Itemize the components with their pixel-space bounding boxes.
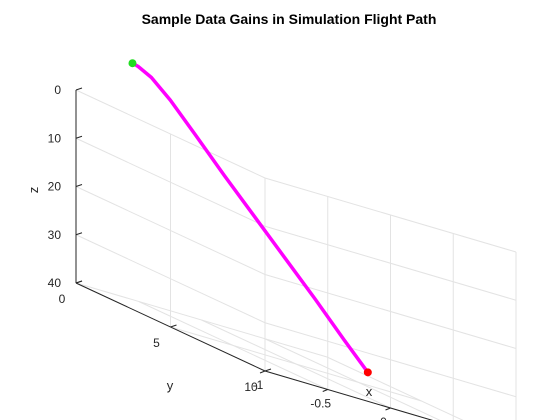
z-tick-label: 40 (48, 276, 62, 290)
y-tick-label: 10 (244, 380, 258, 394)
chart-title: Sample Data Gains in Simulation Flight P… (142, 11, 437, 27)
start-marker (128, 59, 137, 68)
grid-line-z (75, 89, 266, 179)
z-axis-label: z (26, 187, 41, 194)
z-tick-mark (75, 135, 83, 139)
grid-line-z (264, 177, 517, 253)
end-marker (363, 368, 372, 377)
y-tick-label: 5 (153, 336, 160, 350)
z-tick-mark (75, 280, 83, 284)
z-tick-label: 30 (48, 228, 62, 242)
y-tick-label: 0 (59, 292, 66, 306)
z-tick-label: 10 (48, 131, 62, 145)
grid-line-z (75, 186, 266, 275)
grid-line-z (264, 322, 517, 398)
flight-path-line (130, 61, 370, 375)
y-tick-mark (264, 368, 272, 372)
y-axis-label: y (167, 378, 174, 393)
x-tick-label: -0.5 (310, 397, 331, 411)
grid-line-y (75, 282, 328, 358)
x-tick-label: -1 (253, 378, 264, 392)
axis-layer (75, 90, 433, 420)
grid-line-z (75, 137, 266, 227)
grid-line-z (75, 234, 266, 324)
x-axis-label: x (366, 384, 373, 399)
x-tick-label: 0 (380, 415, 387, 420)
z-tick-mark (75, 87, 83, 91)
y-tick-mark (170, 324, 177, 328)
grid-line-y (170, 326, 422, 402)
z-tick-mark (75, 232, 83, 236)
grid-line-z (264, 225, 517, 301)
z-tick-label: 0 (54, 83, 61, 97)
grid-layer (75, 89, 517, 420)
data-layer (128, 59, 372, 377)
tick-layer: -1-0.500.510510010203040 (48, 83, 391, 420)
z-tick-label: 20 (48, 180, 62, 194)
x-tick-mark (322, 389, 328, 392)
x-tick-mark (385, 407, 391, 411)
x-tick-mark (259, 370, 266, 374)
z-tick-mark (75, 184, 83, 187)
